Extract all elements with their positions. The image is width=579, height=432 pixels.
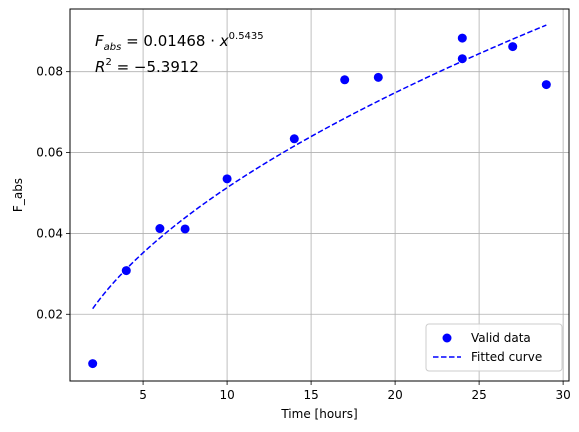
legend: Valid data Fitted curve bbox=[425, 323, 563, 372]
data-point bbox=[222, 174, 232, 184]
data-point bbox=[508, 42, 518, 52]
y-tick-label: 0.04 bbox=[36, 226, 63, 240]
r2-sup: 2 bbox=[105, 57, 111, 68]
y-tick-label: 0.08 bbox=[36, 65, 63, 79]
x-axis-label: Time [hours] bbox=[280, 407, 357, 421]
grid bbox=[70, 9, 569, 381]
x-tick-label: 15 bbox=[303, 388, 318, 402]
eq-sup: 0.5435 bbox=[229, 31, 264, 42]
x-tick-label: 30 bbox=[555, 388, 570, 402]
eq-var: x bbox=[219, 32, 229, 50]
eq-lhs: F bbox=[95, 32, 104, 50]
legend-label-valid-data: Valid data bbox=[471, 331, 531, 345]
data-point bbox=[289, 134, 299, 144]
y-tick-label: 0.02 bbox=[36, 307, 63, 321]
r2-annotation: R2 = −5.3912 bbox=[95, 57, 199, 76]
data-point bbox=[340, 75, 350, 85]
data-point bbox=[121, 266, 131, 276]
plot-series bbox=[88, 24, 551, 369]
legend-box bbox=[425, 323, 563, 372]
x-tick-label: 25 bbox=[471, 388, 486, 402]
data-point bbox=[88, 359, 98, 369]
fitted-curve-line bbox=[92, 24, 547, 310]
eq-sub: abs bbox=[104, 42, 122, 53]
legend-label-fitted-curve: Fitted curve bbox=[471, 350, 542, 364]
legend-marker-valid-data bbox=[442, 333, 452, 343]
data-point bbox=[541, 80, 551, 90]
x-tick-label: 10 bbox=[219, 388, 234, 402]
axis-ticks: 5 10 15 20 25 30 0.02 0.04 0.06 0.08 bbox=[36, 65, 570, 402]
data-point bbox=[373, 72, 383, 82]
eq-rhs: = 0.01468 · bbox=[121, 32, 219, 50]
data-point bbox=[180, 224, 190, 234]
x-tick-label: 5 bbox=[139, 388, 147, 402]
data-point bbox=[155, 224, 165, 234]
y-axis-label: F_abs bbox=[11, 178, 25, 212]
r2-lhs: R bbox=[95, 58, 105, 76]
data-point bbox=[457, 33, 467, 43]
y-tick-label: 0.06 bbox=[36, 146, 63, 160]
r2-rhs: = −5.3912 bbox=[112, 58, 199, 76]
equation-annotation: Fabs = 0.01468 · x0.5435 bbox=[95, 31, 264, 53]
data-point bbox=[457, 54, 467, 64]
plot-frame bbox=[69, 8, 570, 382]
x-tick-label: 20 bbox=[387, 388, 402, 402]
